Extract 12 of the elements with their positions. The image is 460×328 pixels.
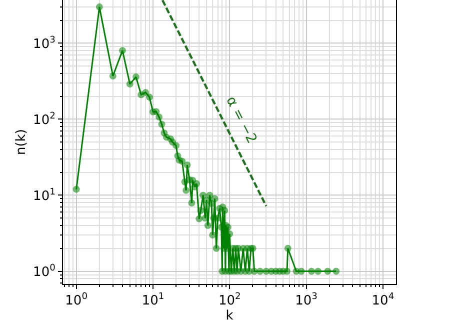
y-tick-label: 10$^{3}$ bbox=[33, 35, 56, 52]
x-tick-label: 10$^{2}$ bbox=[218, 292, 241, 309]
x-tick-label: 10$^{1}$ bbox=[142, 292, 164, 309]
y-tick-label: 10$^{2}$ bbox=[33, 111, 56, 128]
annotation: α = −2 bbox=[222, 94, 260, 146]
x-axis-title: k bbox=[226, 308, 234, 324]
y-tick-label: 10$^{1}$ bbox=[33, 187, 56, 204]
x-tick-label: 10$^{0}$ bbox=[65, 292, 88, 309]
y-tick-label: 10$^{0}$ bbox=[33, 263, 56, 280]
x-tick-label: 10$^{4}$ bbox=[372, 292, 394, 309]
y-axis-title: n(k) bbox=[14, 129, 30, 155]
x-tick-label: 10$^{3}$ bbox=[295, 292, 318, 309]
